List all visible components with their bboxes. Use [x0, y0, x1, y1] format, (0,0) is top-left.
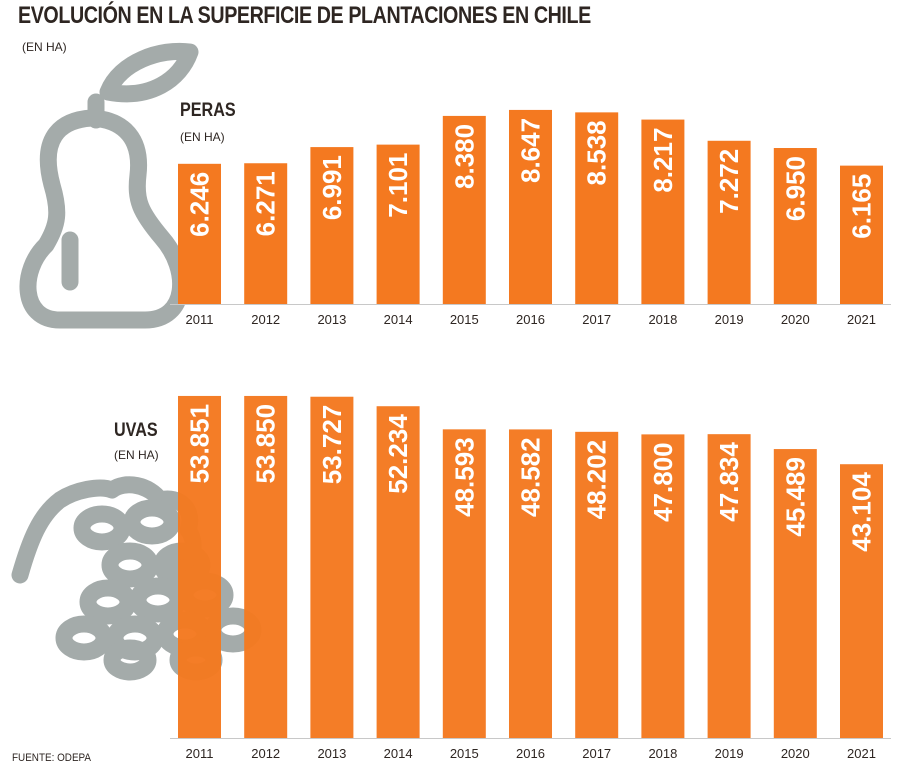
peras-tick-label: 2021	[847, 312, 876, 327]
uvas-bar-2013	[310, 396, 354, 738]
page-title: EVOLUCIÓN EN LA SUPERFICIE DE PLANTACION…	[18, 2, 591, 29]
uvas-bar-2014	[376, 406, 420, 738]
peras-tick-label: 2018	[648, 312, 677, 327]
peras-bar-2019	[707, 140, 751, 304]
page-subtitle: (EN HA)	[22, 40, 67, 54]
peras-value-label: 6.165	[847, 174, 877, 239]
peras-value-label: 6.271	[251, 171, 281, 236]
uvas-bar-2015	[442, 429, 486, 738]
uvas-tick-label: 2015	[450, 746, 479, 761]
peras-value-label: 8.538	[582, 120, 612, 185]
uvas-value-label: 53.851	[185, 404, 215, 484]
peras-bar-2015	[442, 115, 486, 304]
uvas-tick-label: 2018	[648, 746, 677, 761]
uvas-tick-label: 2019	[715, 746, 744, 761]
uvas-bar-2019	[707, 434, 751, 738]
peras-value-label: 7.101	[383, 153, 413, 218]
peras-bar-2011	[178, 163, 221, 304]
peras-tick-label: 2015	[450, 312, 479, 327]
uvas-bar-2016	[509, 429, 552, 738]
uvas-value-label: 47.800	[648, 442, 678, 522]
peras-tick-label: 2020	[781, 312, 810, 327]
uvas-tick-label: 2012	[251, 746, 280, 761]
uvas-bar-2020	[773, 449, 817, 738]
uvas-value-label: 47.834	[714, 442, 744, 522]
uvas-value-label: 43.104	[847, 472, 877, 552]
peras-bar-2020	[773, 148, 817, 304]
peras-unit: (EN HA)	[180, 130, 225, 144]
peras-value-label: 8.380	[449, 124, 479, 189]
uvas-bar-2012	[244, 395, 288, 738]
peras-tick-label: 2013	[317, 312, 346, 327]
peras-tick-label: 2019	[715, 312, 744, 327]
uvas-value-label: 53.850	[251, 404, 281, 484]
peras-value-label: 6.246	[185, 172, 215, 237]
uvas-bar-2017	[575, 431, 619, 738]
uvas-tick-label: 2014	[384, 746, 413, 761]
peras-tick-label: 2012	[251, 312, 280, 327]
uvas-bar-2018	[641, 434, 685, 738]
uvas-value-label: 45.489	[780, 457, 810, 537]
peras-value-label: 6.991	[317, 155, 347, 220]
uvas-value-label: 48.202	[582, 440, 612, 520]
peras-bar-2018	[641, 119, 685, 304]
uvas-tick-label: 2011	[186, 746, 214, 761]
peras-bar-2012	[244, 163, 288, 304]
uvas-tick-label: 2013	[317, 746, 346, 761]
peras-tick-label: 2014	[384, 312, 413, 327]
peras-value-label: 6.950	[780, 156, 810, 221]
peras-bar-2013	[310, 147, 354, 304]
uvas-tick-label: 2020	[781, 746, 810, 761]
uvas-value-label: 52.234	[383, 414, 413, 494]
uvas-tick-label: 2021	[847, 746, 876, 761]
peras-bar-2021	[840, 165, 883, 304]
uvas-value-label: 53.727	[317, 405, 347, 485]
pear-icon	[19, 42, 199, 329]
uvas-unit: (EN HA)	[114, 448, 159, 462]
uvas-value-label: 48.582	[516, 437, 546, 517]
source-note: FUENTE: ODEPA	[12, 752, 92, 764]
uvas-tick-label: 2016	[516, 746, 545, 761]
peras-bar-2016	[509, 109, 552, 305]
peras-tick-label: 2017	[582, 312, 611, 327]
peras-tick-label: 2011	[186, 312, 214, 327]
peras-title: PERAS	[180, 100, 236, 121]
peras-value-label: 7.272	[714, 149, 744, 214]
peras-bar-2014	[376, 144, 420, 304]
uvas-bar-2021	[840, 464, 883, 738]
peras-value-label: 8.217	[648, 128, 678, 193]
peras-tick-label: 2016	[516, 312, 545, 327]
uvas-tick-label: 2017	[582, 746, 611, 761]
peras-value-label: 8.647	[516, 118, 546, 183]
peras-bar-2017	[575, 112, 619, 305]
uvas-value-label: 48.593	[449, 437, 479, 517]
uvas-title: UVAS	[114, 420, 158, 441]
uvas-bar-2011	[178, 395, 221, 738]
